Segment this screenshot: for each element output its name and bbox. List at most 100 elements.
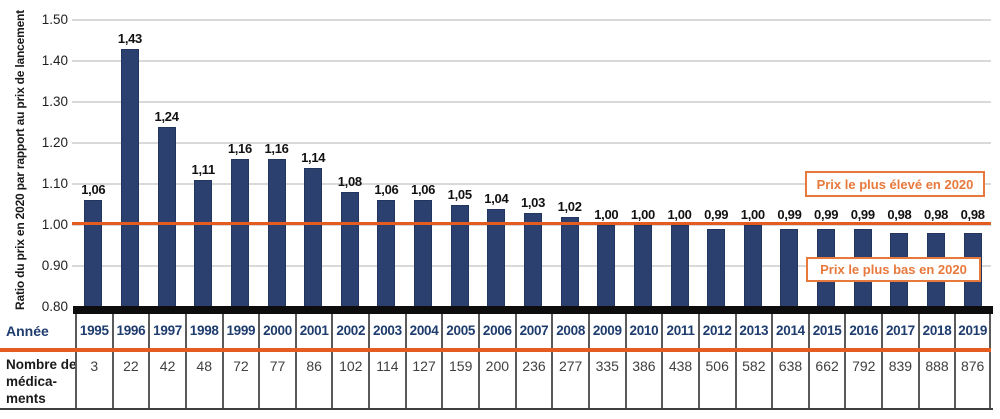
year-cell-2009: 2009 — [587, 314, 625, 348]
bar-2002 — [340, 192, 359, 307]
bar-value-label-1996: 1,43 — [117, 30, 142, 46]
count-cell-2016: 792 — [844, 352, 882, 408]
bar-value-label-2009: 1,00 — [594, 207, 619, 222]
year-cell-2015: 2015 — [807, 314, 845, 348]
count-cell-2017: 839 — [881, 352, 918, 408]
bar-value-label-2001: 1,14 — [301, 149, 326, 165]
year-cell-2018: 2018 — [917, 314, 955, 348]
year-cell-2005: 2005 — [441, 314, 479, 348]
bar-value-label-2005: 1,05 — [447, 186, 472, 202]
row-label-line: ments — [6, 391, 46, 406]
table-row-label-year: Année — [6, 323, 49, 339]
y-gridline-1.50 — [72, 19, 991, 21]
y-gridline-1.40 — [72, 60, 991, 62]
count-cell-2000: 77 — [258, 352, 295, 408]
bar-value-label-2012: 0,99 — [704, 207, 729, 222]
year-cell-2013: 2013 — [734, 314, 772, 348]
bar-2012 — [707, 229, 726, 307]
bar-2004 — [414, 200, 433, 307]
row-label-line: Nombre de — [6, 357, 77, 372]
count-cell-2015: 662 — [807, 352, 845, 408]
callout-lowest-price-label: Prix le plus bas en 2020 — [820, 262, 967, 277]
y-tick-label-1.00: 1.00 — [41, 217, 68, 232]
y-tick-label-1.50: 1.50 — [41, 12, 68, 27]
bar-2011 — [670, 225, 689, 307]
bar-value-label-2017: 0,98 — [887, 207, 912, 222]
year-cell-1998: 1998 — [184, 314, 222, 348]
bar-value-label-2018: 0,98 — [923, 207, 949, 222]
y-tick-label-1.20: 1.20 — [41, 135, 68, 150]
bar-value-label-2003: 1,06 — [374, 182, 399, 198]
year-cell-2007: 2007 — [514, 314, 552, 348]
year-cell-2012: 2012 — [697, 314, 735, 348]
y-tick-label-0.80: 0.80 — [41, 299, 68, 314]
callout-lowest-price: Prix le plus bas en 2020 — [806, 257, 981, 282]
bar-value-label-2007: 1,03 — [520, 194, 546, 210]
year-cell-2002: 2002 — [331, 314, 369, 348]
bar-value-label-2006: 1,04 — [484, 190, 509, 206]
bar-value-label-2014: 0,99 — [777, 207, 802, 222]
year-cell-2006: 2006 — [478, 314, 515, 348]
count-cell-2002: 102 — [331, 352, 369, 408]
row-label-line: médica- — [6, 374, 58, 389]
bar-1999 — [230, 159, 249, 307]
year-cell-1995: 1995 — [75, 314, 112, 348]
bar-1996 — [120, 48, 139, 307]
year-cell-2004: 2004 — [404, 314, 442, 348]
count-cell-2011: 438 — [661, 352, 698, 408]
callout-highest-price-label: Prix le plus élevé en 2020 — [816, 176, 974, 192]
y-tick-label-1.10: 1.10 — [41, 176, 68, 191]
y-gridline-1.10 — [72, 183, 991, 185]
table-row-label-drug-count: Nombre de médica- ments — [6, 356, 78, 407]
count-cell-2004: 127 — [404, 352, 442, 408]
count-cell-2008: 277 — [551, 352, 588, 408]
year-cell-1999: 1999 — [221, 314, 259, 348]
count-cell-1995: 3 — [75, 352, 112, 408]
count-cell-2018: 888 — [917, 352, 955, 408]
count-cell-2007: 236 — [514, 352, 552, 408]
bar-value-label-1999: 1,16 — [227, 141, 252, 157]
bar-value-label-2002: 1,08 — [337, 174, 362, 190]
y-tick-label-1.30: 1.30 — [41, 94, 68, 109]
count-cell-2005: 159 — [441, 352, 479, 408]
callout-highest-price: Prix le plus élevé en 2020 — [805, 171, 985, 197]
bar-value-label-2013: 1,00 — [740, 207, 765, 222]
count-cell-2012: 506 — [697, 352, 735, 408]
year-cell-2017: 2017 — [881, 314, 918, 348]
bar-value-label-1995: 1,06 — [81, 182, 106, 198]
year-cell-2003: 2003 — [368, 314, 405, 348]
bar-2010 — [633, 225, 652, 307]
bar-1995 — [84, 200, 103, 307]
year-cell-2000: 2000 — [258, 314, 295, 348]
year-cell-1996: 1996 — [111, 314, 149, 348]
year-cell-2001: 2001 — [294, 314, 332, 348]
count-cell-1997: 42 — [148, 352, 185, 408]
bar-value-label-2011: 1,00 — [667, 207, 692, 222]
year-cell-2008: 2008 — [551, 314, 588, 348]
table-orange-divider — [0, 348, 991, 352]
bar-2001 — [304, 167, 323, 307]
x-axis-line — [73, 306, 993, 314]
year-cell-2019: 2019 — [954, 314, 991, 348]
year-cell-1997: 1997 — [148, 314, 185, 348]
bar-value-label-1997: 1,24 — [154, 108, 179, 124]
bar-2008 — [560, 216, 579, 307]
count-cell-2009: 335 — [587, 352, 625, 408]
count-cell-2006: 200 — [478, 352, 515, 408]
y-tick-label-1.40: 1.40 — [41, 53, 68, 68]
bar-value-label-1998: 1,11 — [191, 161, 216, 177]
count-cell-2001: 86 — [294, 352, 332, 408]
bar-1997 — [157, 126, 176, 307]
year-cell-2011: 2011 — [661, 314, 698, 348]
y-tick-label-0.90: 0.90 — [41, 258, 68, 273]
y-gridline-1.20 — [72, 142, 991, 144]
bar-value-label-2010: 1,00 — [630, 207, 655, 222]
count-cell-1996: 22 — [111, 352, 149, 408]
count-cell-1998: 48 — [184, 352, 222, 408]
count-cell-2010: 386 — [624, 352, 662, 408]
bar-value-label-2019: 0,98 — [960, 207, 985, 222]
count-cell-2013: 582 — [734, 352, 772, 408]
bar-2005 — [450, 204, 469, 307]
baseline-1-00 — [72, 222, 991, 225]
